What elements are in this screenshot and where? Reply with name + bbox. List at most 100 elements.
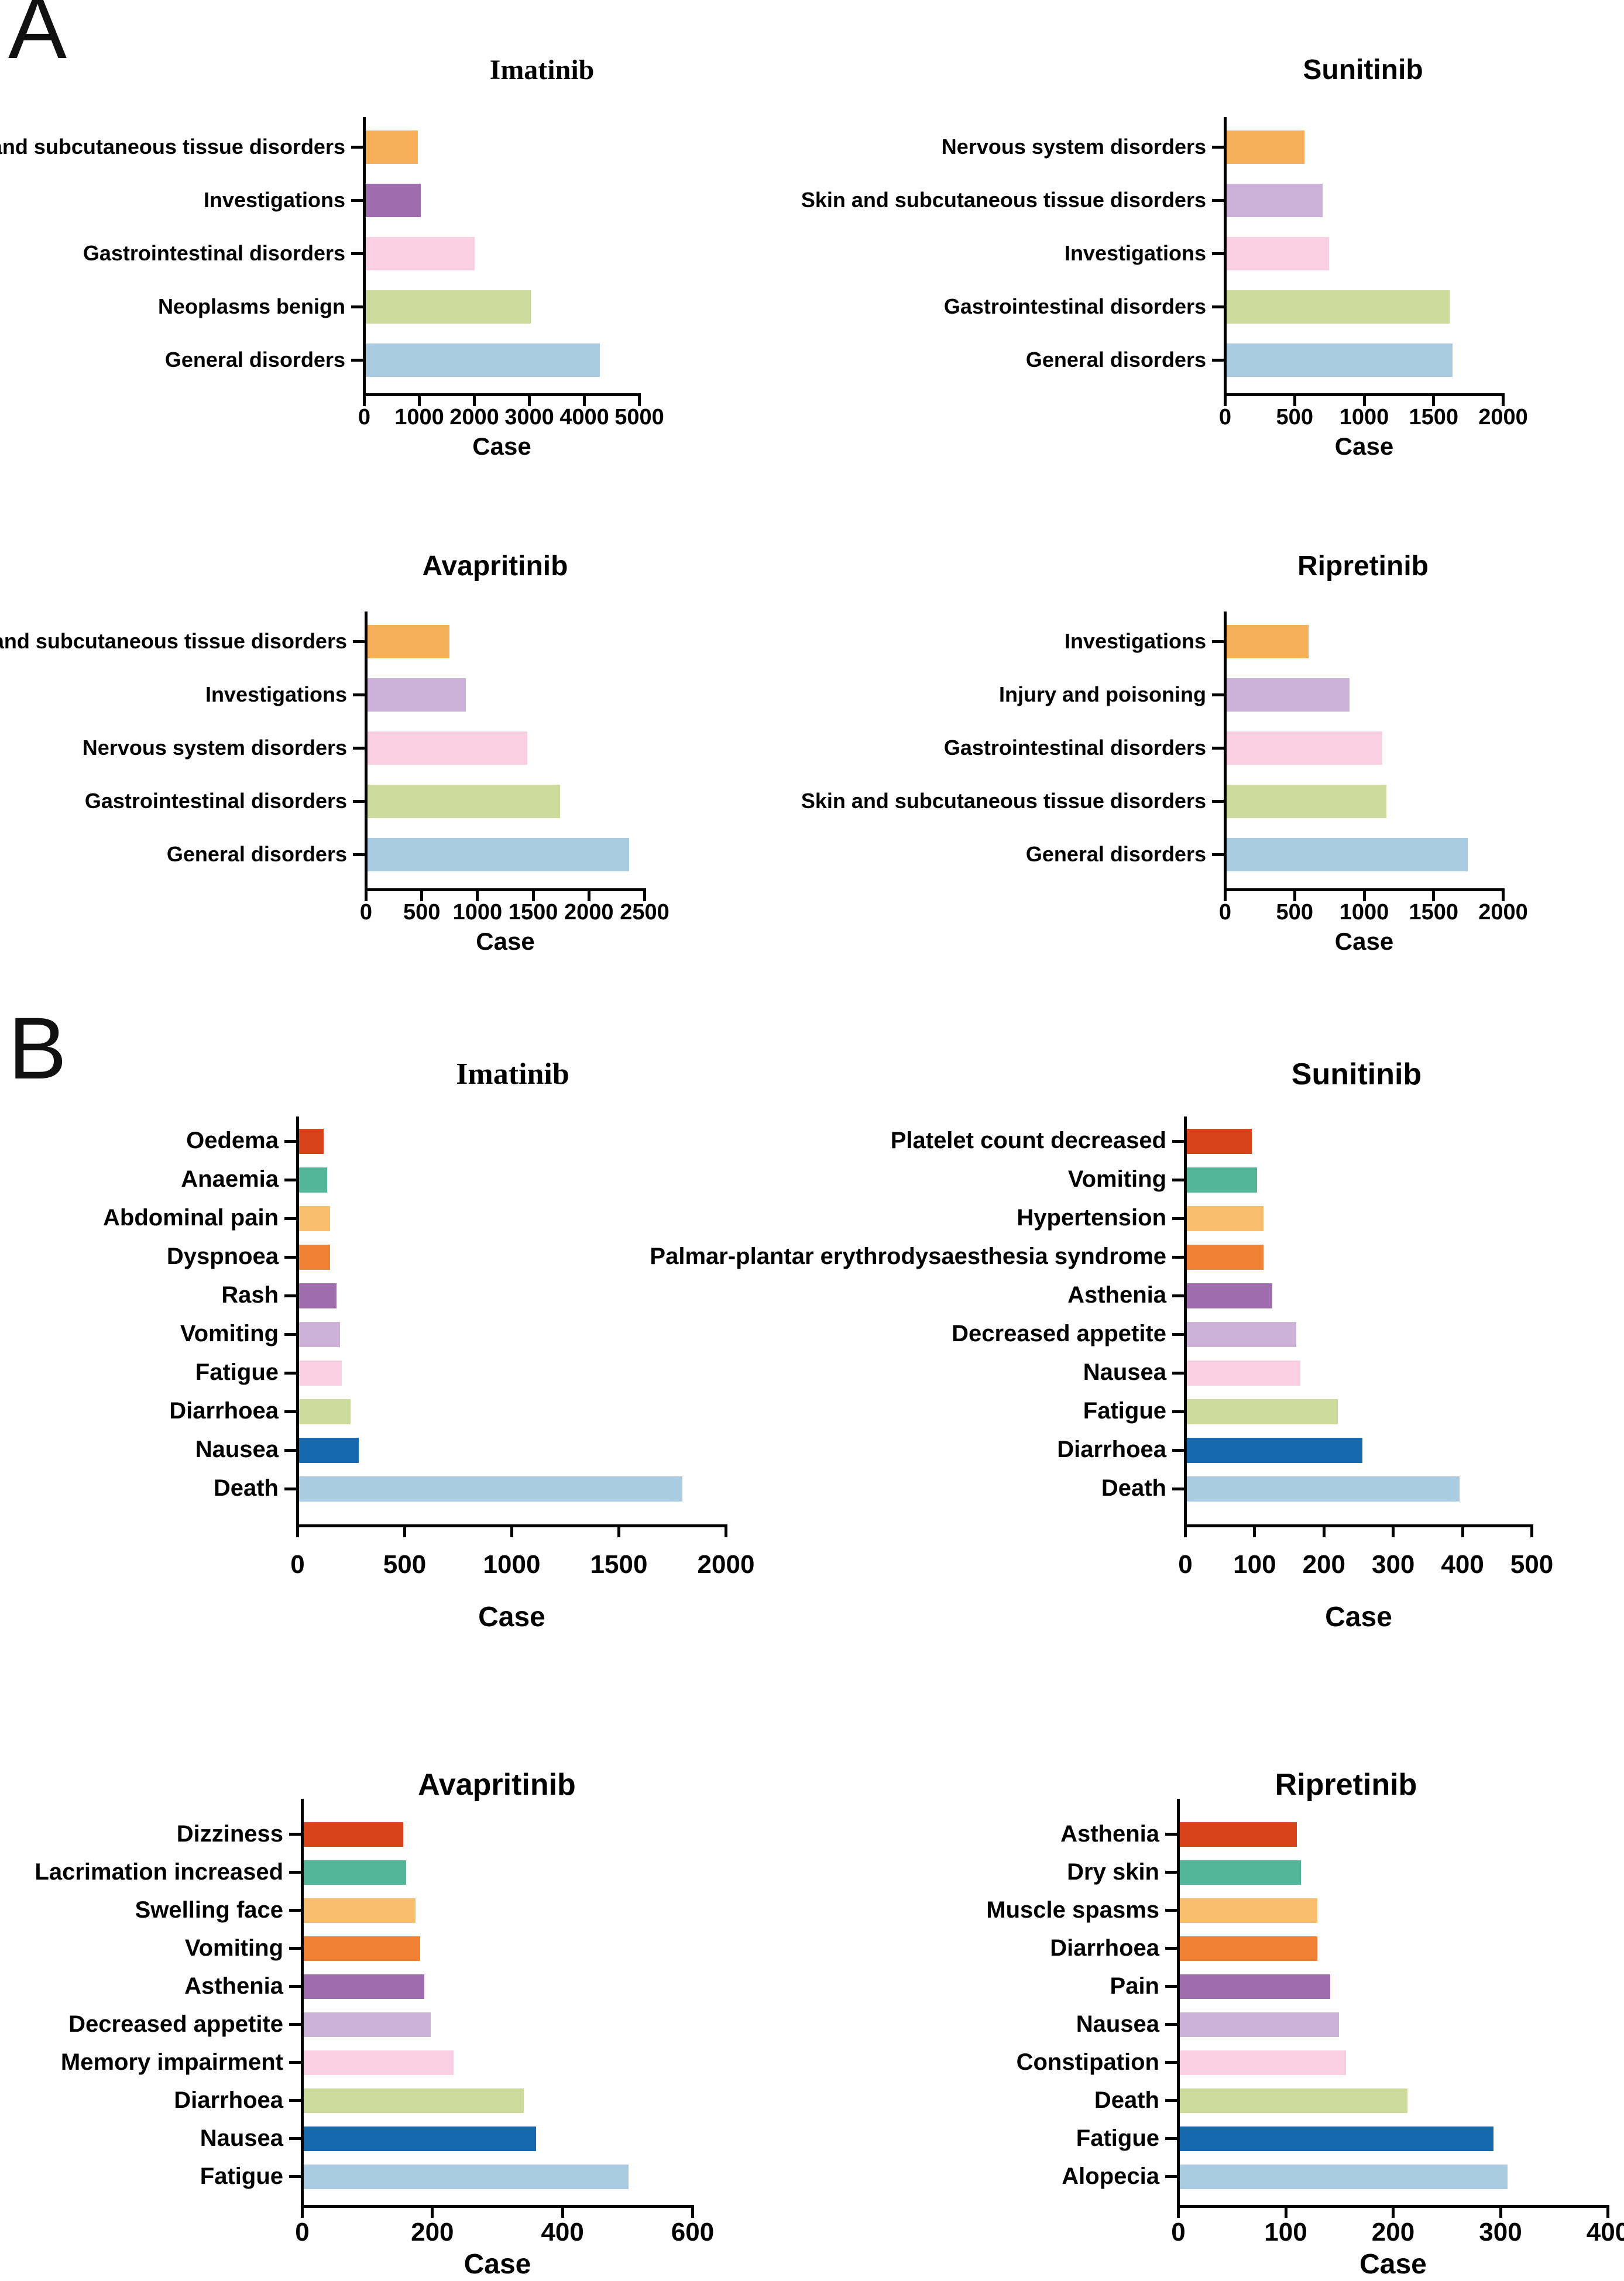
bar (1187, 1399, 1338, 1424)
x-tick (1502, 393, 1505, 406)
x-tick-label: 200 (411, 2218, 454, 2246)
category-label: Abdominal pain (103, 1205, 279, 1231)
category-label: Gastrointestinal disorders (83, 241, 345, 265)
y-tick (1172, 1139, 1184, 1143)
y-tick (1165, 2061, 1177, 2064)
bar (366, 184, 421, 217)
bar (1187, 1476, 1460, 1502)
bar (304, 2050, 454, 2075)
y-tick (1165, 2175, 1177, 2178)
y-tick (1212, 747, 1224, 750)
category-label: Asthenia (1067, 1282, 1166, 1308)
bar (1187, 1437, 1362, 1463)
x-tick (617, 1524, 620, 1537)
category-label: Skin and subcutaneous tissue disorders (801, 788, 1206, 813)
category-label: Hypertension (1017, 1205, 1166, 1231)
y-tick (1165, 2099, 1177, 2102)
y-tick (284, 1448, 296, 1452)
category-label: Vomiting (1067, 1166, 1166, 1193)
x-tick-label: 400 (541, 2218, 584, 2246)
x-tick-label: 2500 (620, 900, 669, 925)
category-label: Gastrointestinal disorders (943, 294, 1206, 318)
bar (368, 678, 466, 712)
x-tick-label: 1500 (1409, 900, 1459, 925)
y-tick (284, 1255, 296, 1259)
x-axis-title: Case (472, 432, 531, 460)
category-label: Alopecia (1062, 2163, 1159, 2189)
y-axis-line (363, 117, 366, 396)
x-tick-label: 100 (1264, 2218, 1307, 2246)
y-tick (351, 359, 363, 362)
x-tick (1284, 2205, 1287, 2218)
category-label: Investigations (203, 187, 345, 212)
category-label: Swelling face (135, 1897, 283, 1923)
bar (368, 625, 449, 658)
y-tick (1212, 146, 1224, 149)
y-tick (1172, 1332, 1184, 1336)
bar (304, 1936, 420, 1961)
y-tick (353, 693, 365, 696)
y-tick (1212, 305, 1224, 308)
bar (299, 1167, 327, 1193)
y-axis-line (296, 1117, 299, 1527)
bar (304, 2164, 629, 2189)
x-tick-label: 0 (295, 2218, 310, 2246)
y-tick (284, 1217, 296, 1220)
bar (366, 290, 531, 324)
bar (1187, 1244, 1264, 1270)
panel-b-label: B (8, 999, 67, 1097)
category-label: Death (213, 1475, 279, 1502)
y-tick (351, 252, 363, 255)
y-tick (1165, 1985, 1177, 1988)
chart-title: Avapritinib (418, 1768, 576, 1802)
x-tick (583, 393, 586, 406)
category-label: Platelet count decreased (890, 1128, 1166, 1154)
category-label: Lacrimation increased (35, 1859, 283, 1885)
x-tick (1362, 393, 1366, 406)
x-tick-label: 200 (1371, 2218, 1415, 2246)
x-tick-label: 5000 (614, 405, 664, 430)
bar (1180, 1860, 1301, 1885)
bar (1187, 1283, 1272, 1308)
y-tick (1172, 1217, 1184, 1220)
bar (1180, 2012, 1339, 2037)
category-label: Dizziness (176, 1820, 283, 1847)
category-label: Nervous system disorders (82, 735, 347, 760)
x-tick (403, 1524, 406, 1537)
x-axis-title: Case (1325, 1602, 1392, 1633)
y-tick (1165, 2137, 1177, 2140)
bar (1227, 678, 1350, 712)
y-tick (289, 1833, 301, 1836)
category-label: Investigations (205, 682, 347, 706)
x-tick-label: 1000 (452, 900, 503, 925)
chart-title: Ripretinib (1275, 1768, 1417, 1802)
x-tick-label: 1000 (1339, 405, 1389, 430)
y-tick (1172, 1371, 1184, 1375)
x-tick (365, 888, 368, 901)
bar (368, 785, 560, 818)
x-tick-label: 4000 (559, 405, 609, 430)
y-tick (284, 1139, 296, 1143)
bar (299, 1205, 330, 1231)
x-tick (1224, 393, 1227, 406)
x-tick-label: 0 (1171, 2218, 1186, 2246)
bar (299, 1476, 682, 1502)
x-tick (510, 1524, 513, 1537)
y-tick (1172, 1448, 1184, 1452)
y-tick (1212, 640, 1224, 643)
x-tick-label: 1000 (483, 1550, 541, 1579)
x-tick-label: 400 (1586, 2218, 1624, 2246)
x-tick (363, 393, 366, 406)
y-tick (351, 146, 363, 149)
x-tick (301, 2205, 304, 2218)
y-tick (1165, 2023, 1177, 2026)
x-tick (1392, 2205, 1395, 2218)
x-tick (420, 888, 424, 901)
category-label: Decreased appetite (68, 2011, 283, 2037)
x-tick (725, 1524, 727, 1537)
y-tick (284, 1294, 296, 1297)
category-label: Constipation (1016, 2049, 1159, 2075)
category-label: Vomiting (180, 1321, 279, 1347)
x-tick (1606, 2205, 1609, 2218)
category-label: Skin and subcutaneous tissue disorders (0, 134, 345, 159)
